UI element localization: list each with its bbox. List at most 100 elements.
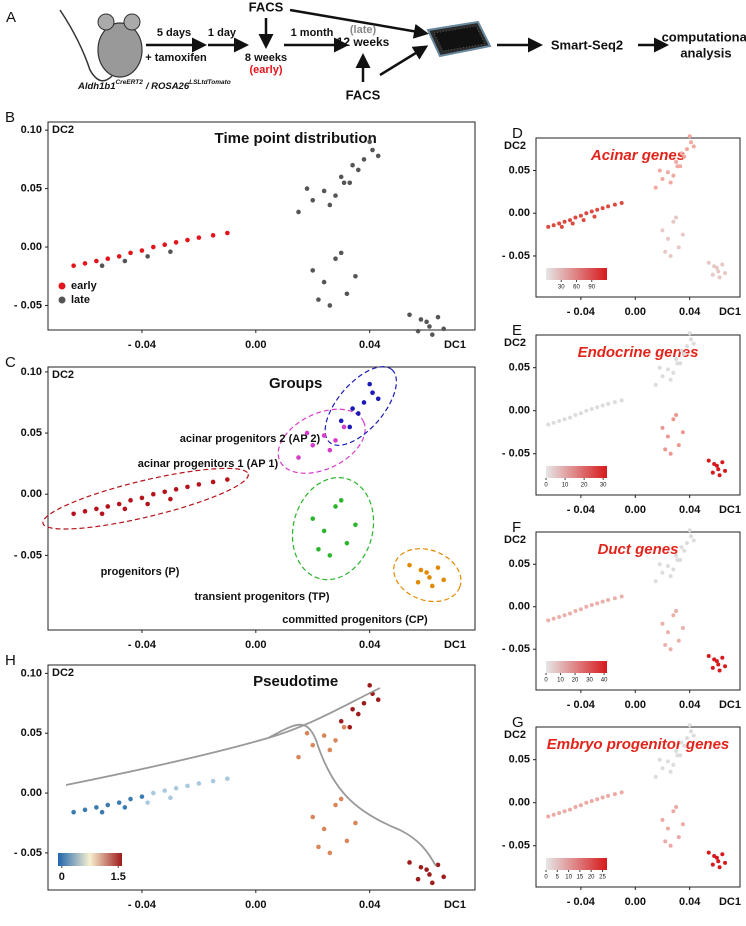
point <box>375 697 381 703</box>
point <box>353 273 358 279</box>
point <box>578 607 583 612</box>
point <box>684 147 689 152</box>
group-label: acinar progenitors 2 (AP 2) <box>180 433 321 445</box>
colorbar-tick-label: 30 <box>600 483 607 489</box>
point <box>304 730 310 736</box>
point <box>710 665 715 670</box>
x-tick-label: - 0.04 <box>567 504 596 516</box>
colorbar-tick-label: 0 <box>59 871 65 883</box>
point <box>424 570 429 575</box>
point <box>691 538 696 543</box>
point <box>116 800 122 805</box>
point <box>71 511 76 517</box>
point <box>653 382 658 387</box>
point <box>168 249 173 255</box>
point <box>350 706 355 712</box>
point <box>344 291 350 297</box>
x-tick-label: - 0.04 <box>567 896 596 908</box>
point <box>424 319 429 325</box>
point <box>338 174 344 180</box>
x-tick-label: - 0.04 <box>128 899 157 911</box>
point <box>546 814 551 819</box>
colorbar <box>58 853 122 866</box>
point <box>668 769 673 774</box>
point <box>105 504 111 509</box>
point <box>671 567 676 572</box>
point <box>341 180 347 186</box>
group-label: progenitors (P) <box>101 566 180 578</box>
x-axis-label: DC1 <box>444 639 466 651</box>
point <box>370 390 375 395</box>
point <box>225 477 230 482</box>
point <box>678 361 683 366</box>
point <box>321 279 327 285</box>
point <box>723 664 728 669</box>
plot-frame <box>47 121 476 331</box>
point <box>606 793 611 798</box>
colorbar-tick-label: 20 <box>588 875 595 881</box>
point <box>660 766 665 771</box>
colorbar-tick-label: 10 <box>565 875 572 881</box>
point <box>684 736 689 741</box>
x-tick-label: 0.00 <box>625 504 646 516</box>
group-ellipse <box>393 548 462 603</box>
point <box>676 638 681 643</box>
early-tag: (early) <box>249 64 282 76</box>
point <box>310 516 316 521</box>
point <box>606 401 611 406</box>
point <box>562 613 567 618</box>
point <box>327 303 333 308</box>
point <box>619 594 624 599</box>
point <box>660 621 665 626</box>
point <box>338 498 344 503</box>
point <box>441 874 446 880</box>
point <box>546 618 551 623</box>
point <box>427 575 432 580</box>
point <box>657 168 662 173</box>
point <box>333 438 338 443</box>
y-axis-label: DC2 <box>504 140 526 152</box>
point <box>418 567 424 573</box>
point <box>430 332 435 337</box>
point <box>665 170 670 175</box>
y-axis-label: DC2 <box>52 124 74 136</box>
point <box>680 232 685 237</box>
point <box>196 781 202 786</box>
point <box>723 271 728 276</box>
point <box>589 209 594 214</box>
point <box>716 662 721 667</box>
point <box>210 479 216 485</box>
point <box>355 167 361 173</box>
point <box>347 424 353 430</box>
point <box>333 193 338 198</box>
point <box>145 501 150 507</box>
point <box>660 425 665 430</box>
point <box>606 204 611 209</box>
legend-marker <box>58 282 66 290</box>
point <box>668 377 673 382</box>
point <box>557 221 562 226</box>
y-tick-label: - 0.05 <box>502 840 530 852</box>
point <box>151 491 156 497</box>
point <box>682 743 687 748</box>
point <box>584 211 589 216</box>
point <box>82 807 88 813</box>
point <box>210 233 216 238</box>
plot-frame <box>535 531 741 691</box>
point <box>338 418 344 424</box>
point <box>551 812 556 817</box>
point <box>720 655 725 660</box>
chart-title: Embryo progenitor genes <box>547 736 730 753</box>
point <box>562 219 567 224</box>
point <box>430 583 435 589</box>
point <box>568 218 572 223</box>
point <box>327 553 333 558</box>
point <box>557 614 562 619</box>
point <box>122 258 128 264</box>
colorbar-tick-label: 25 <box>599 875 606 881</box>
facs-label: FACS <box>249 0 284 14</box>
point <box>551 223 556 228</box>
point <box>327 447 333 453</box>
chart-title: Pseudotime <box>253 673 338 690</box>
point <box>333 802 338 808</box>
